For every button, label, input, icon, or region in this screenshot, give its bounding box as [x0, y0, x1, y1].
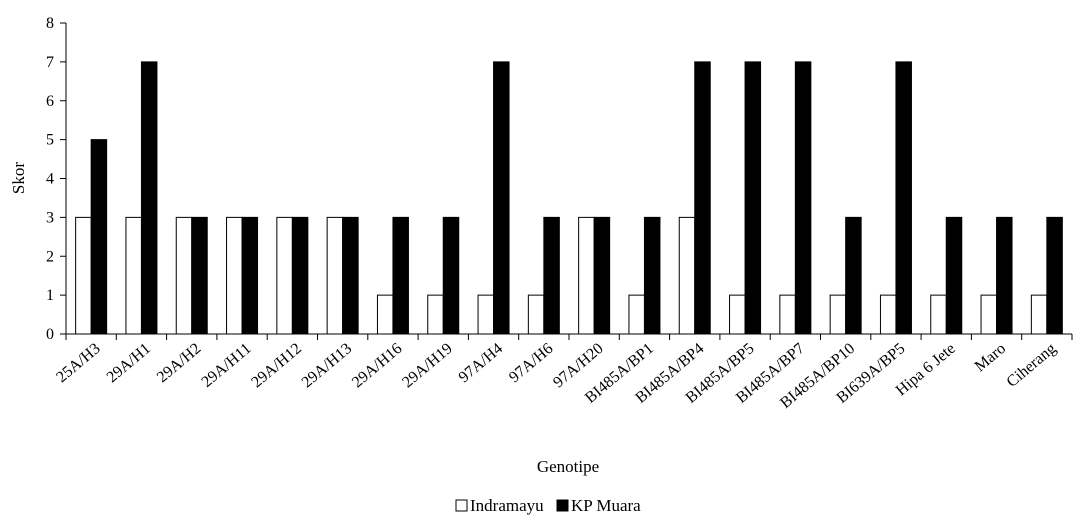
bar-indramayu [628, 294, 645, 335]
bar-kp-muara [593, 216, 611, 335]
y-tick-label: 3 [46, 209, 54, 226]
bar-indramayu [829, 294, 847, 335]
bar-indramayu [1030, 294, 1048, 335]
bar-indramayu [879, 294, 897, 335]
bar-kp-muara [191, 216, 208, 335]
x-tick-label: 29A/H13 [299, 340, 356, 391]
y-tick-label: 8 [46, 15, 54, 32]
x-tick-label: Ciherang [1004, 340, 1060, 391]
y-tick-label: 2 [46, 248, 54, 265]
bar-kp-muara [845, 216, 862, 335]
x-tick-label: 97A/H4 [456, 340, 506, 386]
bar-kp-muara [392, 216, 409, 335]
bar-kp-muara [493, 61, 510, 335]
bar-kp-muara [996, 216, 1013, 335]
bar-kp-muara [291, 216, 309, 335]
bar-kp-muara [794, 61, 812, 335]
bar-kp-muara [1046, 216, 1063, 335]
x-axis-title: Genotipe [537, 457, 599, 476]
bar-indramayu [678, 216, 696, 335]
x-tick-label: 29A/H16 [349, 340, 406, 391]
bar-kp-muara [895, 61, 912, 335]
bar-kp-muara [90, 139, 108, 335]
y-axis-ticks: 0 1 2 3 4 5 6 7 8 [46, 15, 66, 343]
y-axis-title: Skor [9, 162, 28, 194]
bar-kp-muara [543, 216, 560, 335]
axes-layer [65, 23, 1072, 335]
y-tick-label: 1 [46, 287, 54, 304]
y-tick-label: 0 [46, 326, 54, 343]
bar-kp-muara [442, 216, 460, 335]
x-tick-label: 97A/H6 [506, 340, 556, 386]
legend: Indramayu KP Muara [455, 496, 641, 515]
bar-indramayu [477, 294, 495, 335]
y-tick-label: 7 [46, 54, 54, 71]
bar-indramayu [980, 294, 998, 335]
bar-kp-muara [241, 216, 259, 335]
y-tick-label: 4 [46, 171, 54, 188]
bar-indramayu [75, 216, 92, 335]
bar-indramayu [276, 216, 293, 335]
bar-indramayu [376, 294, 394, 335]
bar-indramayu [226, 216, 243, 335]
x-tick-label: 25A/H3 [53, 340, 103, 386]
bar-kp-muara [140, 61, 158, 335]
x-tick-label: Maro [972, 340, 1009, 375]
bar-indramayu [779, 294, 796, 335]
bar-indramayu [527, 294, 545, 335]
y-tick-label: 6 [46, 93, 54, 110]
bar-kp-muara [342, 216, 359, 335]
legend-label: Indramayu [470, 496, 544, 515]
legend-swatch [556, 499, 569, 512]
bar-indramayu [175, 216, 193, 335]
bar-indramayu [427, 294, 444, 335]
x-axis-ticks: 25A/H3 29A/H1 29A/H229A/H1129A/H1229A/H132… [53, 334, 1073, 412]
bar-kp-muara [694, 61, 711, 335]
bar-kp-muara [643, 216, 661, 335]
x-tick-label: 29A/H19 [399, 340, 456, 391]
bar-indramayu [125, 216, 142, 335]
y-tick-label: 5 [46, 132, 54, 149]
x-tick-label: 29A/H2 [154, 340, 204, 386]
x-tick-label: 29A/H11 [199, 340, 255, 391]
legend-label: KP Muara [571, 496, 641, 515]
bar-indramayu [326, 216, 344, 335]
legend-swatch [455, 499, 468, 512]
bar-kp-muara [744, 61, 762, 335]
bars-layer [75, 61, 1063, 335]
bar-indramayu [729, 294, 746, 335]
x-tick-label: 29A/H1 [104, 340, 154, 386]
bar-indramayu [578, 216, 595, 335]
x-tick-label: 29A/H12 [248, 340, 305, 391]
bar-kp-muara [945, 216, 963, 335]
bar-indramayu [930, 294, 947, 335]
